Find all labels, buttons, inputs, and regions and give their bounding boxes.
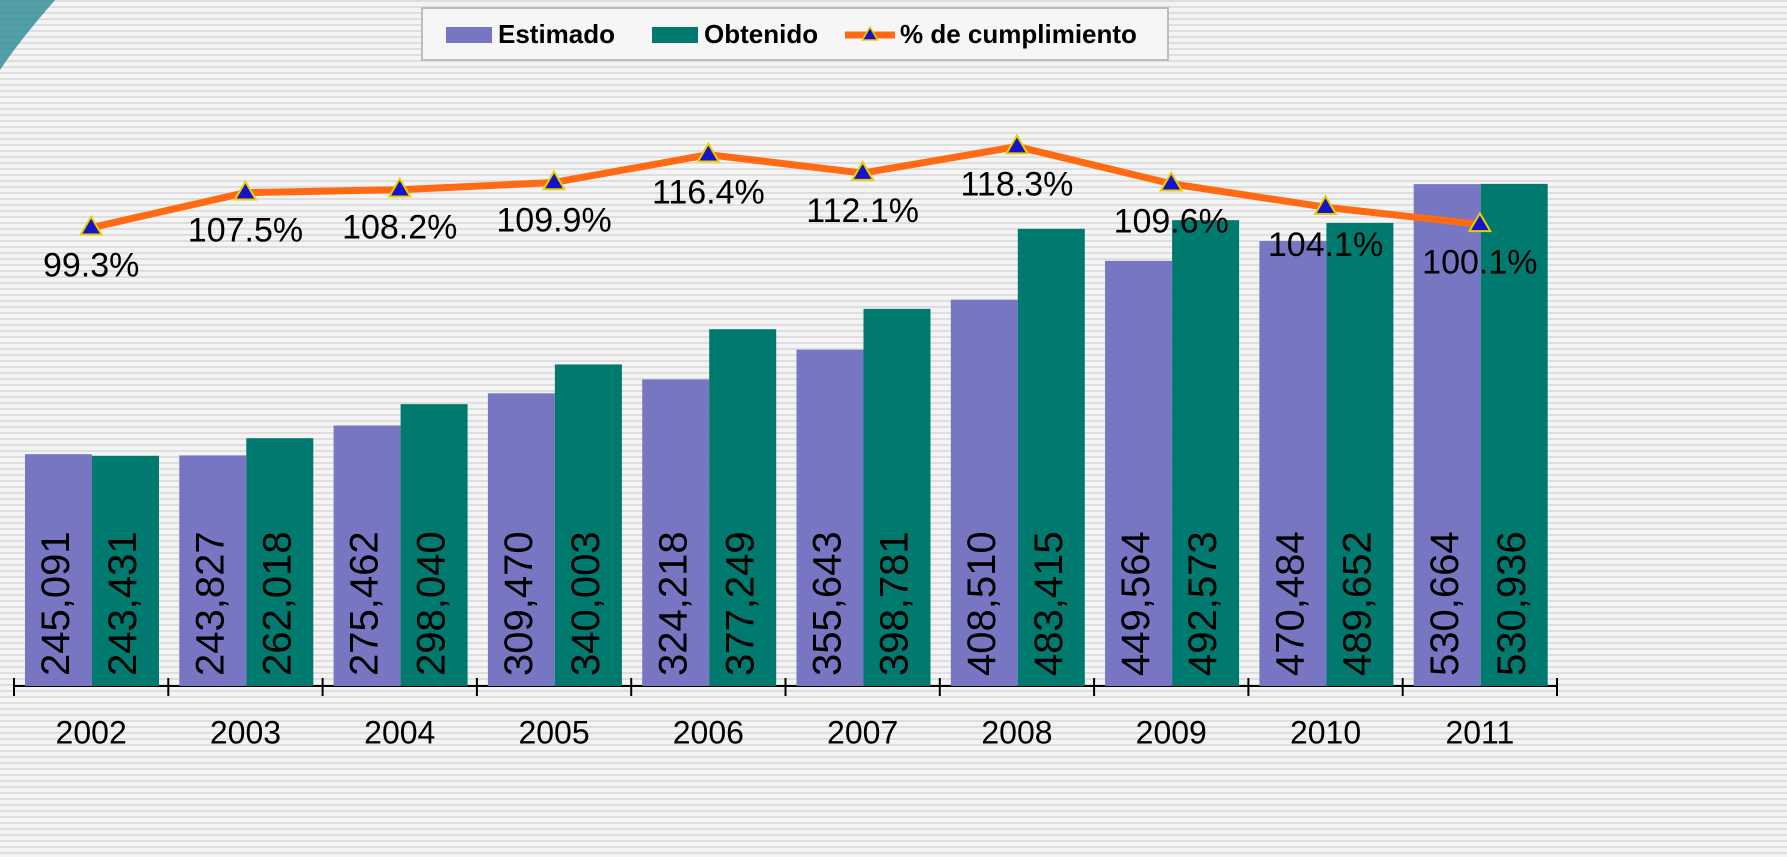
data-label: 108.2%: [342, 209, 457, 247]
marker: [1004, 133, 1030, 155]
bar: [709, 329, 777, 686]
marker: [1313, 194, 1338, 216]
marker: [541, 169, 567, 191]
x-tick-label: 2005: [518, 714, 589, 750]
bar: [796, 349, 864, 686]
data-label: 243,827: [188, 531, 232, 676]
bar: [400, 404, 468, 686]
data-label: 262,018: [255, 531, 299, 676]
x-tick-label: 2002: [56, 714, 127, 750]
data-label: 489,652: [1335, 531, 1379, 676]
bar: [92, 455, 159, 686]
bar: [246, 438, 314, 686]
data-label: 107.5%: [188, 212, 303, 250]
bar: [1259, 241, 1327, 686]
decoration: [0, 0, 55, 70]
data-label: 340,003: [564, 531, 608, 676]
data-label: 112.1%: [806, 192, 919, 230]
data-label: 243,431: [101, 531, 145, 676]
legend: Estimado Obtenido % de cumplimiento: [421, 7, 1169, 61]
data-label: 530,936: [1490, 531, 1534, 676]
data-label: 104.1%: [1268, 226, 1383, 264]
data-label: 470,484: [1268, 531, 1312, 676]
data-label: 116.4%: [652, 174, 765, 212]
bar: [1413, 184, 1481, 686]
legend-swatch: [652, 27, 698, 43]
marker: [1159, 170, 1184, 192]
x-tick-label: 2008: [981, 714, 1052, 750]
x-tick-label: 2006: [673, 714, 744, 750]
x-tick-label: 2003: [210, 714, 281, 750]
bar: [1017, 228, 1085, 687]
marker: [78, 214, 104, 236]
data-label: 324,218: [651, 531, 695, 676]
data-label: 483,415: [1027, 531, 1071, 676]
legend-swatch: [446, 27, 492, 43]
legend-label: % de cumplimiento: [900, 19, 1137, 49]
data-label: 109.9%: [496, 201, 611, 239]
data-label: 99.3%: [43, 247, 139, 285]
data-label: 408,510: [960, 531, 1004, 676]
marker: [387, 176, 412, 198]
x-tick-label: 2009: [1136, 714, 1207, 750]
legend-marker: [861, 25, 879, 41]
data-label: 530,664: [1423, 531, 1467, 676]
data-label: 100.1%: [1422, 243, 1537, 281]
bar: [25, 454, 92, 686]
legend-box: [421, 7, 1169, 61]
bar: [333, 425, 401, 686]
marker: [1467, 211, 1493, 233]
bar: [950, 299, 1018, 686]
data-label: 449,564: [1114, 531, 1158, 676]
data-label: 298,040: [410, 531, 454, 676]
bar: [179, 455, 247, 686]
legend-label: Obtenido: [704, 19, 818, 49]
data-label: 118.3%: [961, 166, 1074, 204]
data-label: 355,643: [806, 531, 850, 676]
bar: [1480, 183, 1548, 687]
marker: [850, 160, 875, 181]
data-label: 377,249: [718, 531, 762, 676]
bar: [487, 393, 555, 686]
bar: [1172, 220, 1240, 686]
data-label: 275,462: [343, 531, 387, 676]
data-label: 109.6%: [1114, 203, 1229, 241]
data-label: 309,470: [497, 531, 541, 676]
data-label: 492,573: [1181, 531, 1225, 676]
x-tick-label: 2010: [1290, 714, 1361, 750]
x-tick-label: 2004: [364, 714, 435, 750]
legend-label: Estimado: [498, 19, 615, 49]
marker: [233, 179, 258, 201]
bar: [1326, 222, 1394, 686]
line: [90, 143, 1481, 232]
bar: [863, 308, 931, 686]
bar: [1105, 260, 1173, 686]
x-tick-label: 2011: [1445, 714, 1514, 750]
data-label: 398,781: [873, 531, 917, 676]
bar: [642, 379, 710, 686]
bar: [554, 364, 622, 686]
data-label: 245,091: [34, 531, 78, 676]
marker: [696, 141, 721, 163]
x-tick-label: 2007: [827, 714, 898, 750]
